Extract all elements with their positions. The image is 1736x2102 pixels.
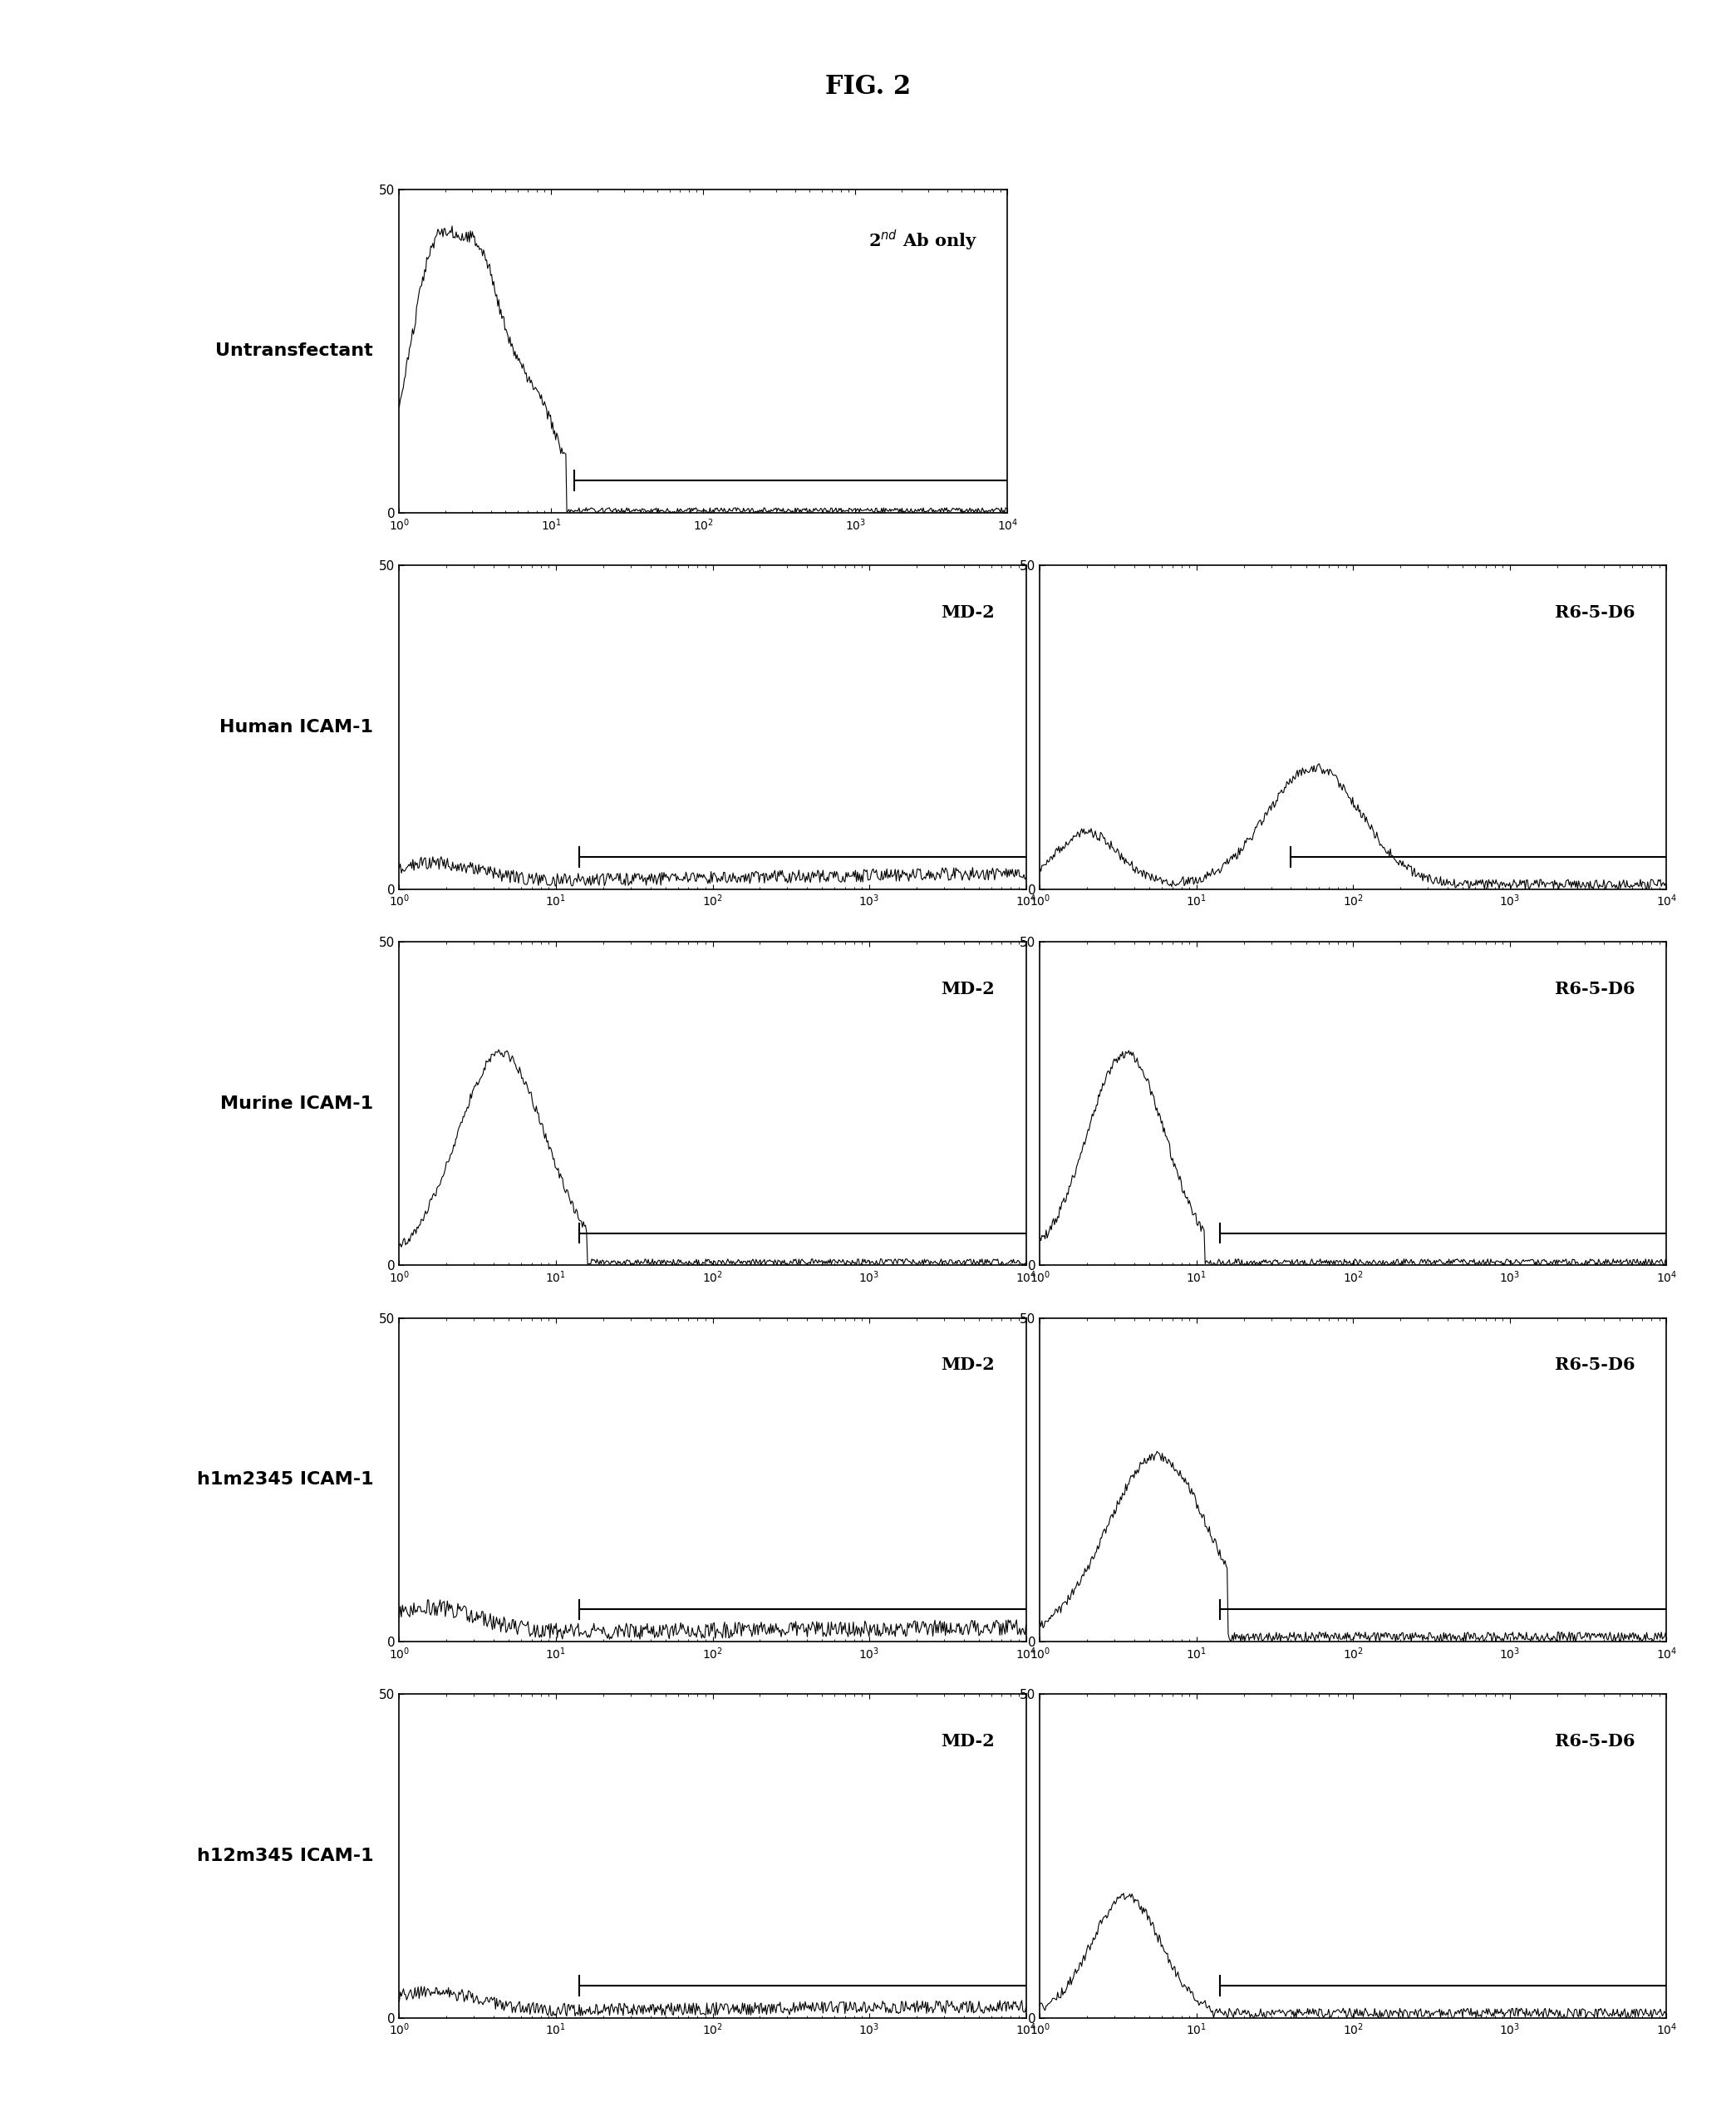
Text: MD-2: MD-2 bbox=[941, 1356, 995, 1373]
Text: Untransfectant: Untransfectant bbox=[215, 343, 373, 359]
Text: FIG. 2: FIG. 2 bbox=[825, 74, 911, 99]
Text: R6-5-D6: R6-5-D6 bbox=[1555, 980, 1635, 996]
Text: 2$^{nd}$ Ab only: 2$^{nd}$ Ab only bbox=[868, 227, 977, 252]
Text: Murine ICAM-1: Murine ICAM-1 bbox=[220, 1095, 373, 1112]
Text: MD-2: MD-2 bbox=[941, 980, 995, 996]
Text: R6-5-D6: R6-5-D6 bbox=[1555, 1732, 1635, 1749]
Text: R6-5-D6: R6-5-D6 bbox=[1555, 1356, 1635, 1373]
Text: MD-2: MD-2 bbox=[941, 603, 995, 620]
Text: MD-2: MD-2 bbox=[941, 1732, 995, 1749]
Text: R6-5-D6: R6-5-D6 bbox=[1555, 603, 1635, 620]
Text: h12m345 ICAM-1: h12m345 ICAM-1 bbox=[196, 1848, 373, 1864]
Text: Human ICAM-1: Human ICAM-1 bbox=[219, 719, 373, 736]
Text: h1m2345 ICAM-1: h1m2345 ICAM-1 bbox=[196, 1471, 373, 1488]
